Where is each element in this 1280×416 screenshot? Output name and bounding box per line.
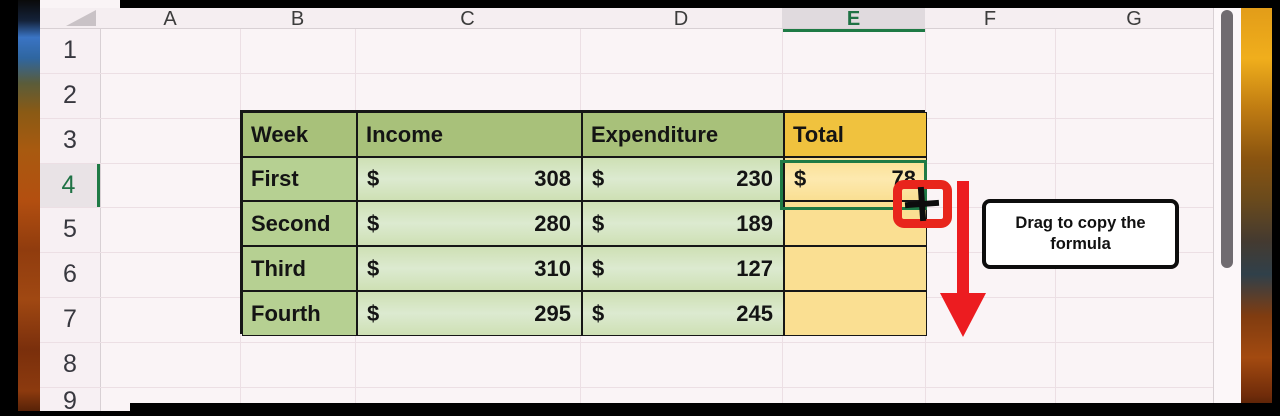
row-header-5[interactable]: 5 — [40, 207, 100, 252]
select-all-triangle-icon — [66, 10, 96, 26]
column-header-c[interactable]: C — [460, 8, 475, 28]
cell-header-total[interactable]: Total — [784, 112, 927, 157]
currency-symbol: $ — [367, 210, 380, 236]
cell-income-second[interactable]: $ 280 — [357, 201, 582, 246]
column-header-d[interactable]: D — [673, 8, 689, 28]
letterbox-bar-left — [0, 0, 18, 416]
letterbox-bar-top — [120, 0, 1280, 8]
cell-value: 245 — [736, 300, 773, 326]
cell-value: 295 — [534, 300, 571, 326]
data-table: Week Income Expenditure Total First $ 30… — [240, 110, 927, 336]
cell-week-third[interactable]: Third — [242, 246, 357, 291]
cell-header-income[interactable]: Income — [357, 112, 582, 157]
row-header-7[interactable]: 7 — [40, 297, 100, 342]
cell-income-fourth[interactable]: $ 295 — [357, 291, 582, 336]
cell-income-third[interactable]: $ 310 — [357, 246, 582, 291]
letterbox-bar-bottom-edge — [0, 411, 1280, 416]
currency-symbol: $ — [367, 166, 380, 191]
currency-symbol: $ — [592, 166, 605, 191]
currency-symbol: $ — [592, 210, 605, 236]
select-all-corner[interactable] — [40, 8, 100, 28]
currency-symbol: $ — [367, 255, 380, 281]
cell-value: 189 — [736, 210, 773, 236]
letterbox-bar-right — [1272, 0, 1280, 416]
row-header-2[interactable]: 2 — [40, 73, 100, 118]
cell-value: 310 — [534, 255, 571, 281]
cell-header-week[interactable]: Week — [242, 112, 357, 157]
column-header-g[interactable]: G — [1126, 8, 1142, 28]
row-header-6[interactable]: 6 — [40, 252, 100, 297]
currency-symbol: $ — [367, 300, 380, 326]
row-header-1[interactable]: 1 — [40, 28, 100, 73]
cell-value: 280 — [534, 210, 571, 236]
cell-income-first[interactable]: $ 308 — [357, 157, 582, 201]
column-header-b[interactable]: B — [290, 8, 305, 28]
cell-total-third[interactable] — [784, 246, 927, 291]
cell-expenditure-second[interactable]: $ 189 — [582, 201, 784, 246]
currency-symbol: $ — [794, 166, 807, 191]
drag-tooltip: Drag to copy the formula — [982, 199, 1179, 269]
fill-handle-highlight-box — [893, 180, 952, 228]
background-art-left — [18, 0, 40, 416]
cell-expenditure-third[interactable]: $ 127 — [582, 246, 784, 291]
row-header-4-selected[interactable]: 4 — [40, 163, 100, 207]
row-header-8[interactable]: 8 — [40, 342, 100, 387]
row-header-3[interactable]: 3 — [40, 118, 100, 163]
column-header-a[interactable]: A — [163, 8, 177, 28]
cell-week-second[interactable]: Second — [242, 201, 357, 246]
currency-symbol: $ — [592, 300, 605, 326]
vertical-scrollbar-thumb[interactable] — [1221, 10, 1233, 268]
currency-symbol: $ — [592, 255, 605, 281]
cell-header-expenditure[interactable]: Expenditure — [582, 112, 784, 157]
cell-week-fourth[interactable]: Fourth — [242, 291, 357, 336]
drag-down-arrow — [957, 181, 969, 295]
cell-expenditure-first[interactable]: $ 230 — [582, 157, 784, 201]
drag-tooltip-text: Drag to copy the formula — [1015, 214, 1146, 253]
cell-expenditure-fourth[interactable]: $ 245 — [582, 291, 784, 336]
drag-down-arrowhead-icon — [940, 293, 986, 337]
background-art-right — [1240, 0, 1272, 416]
cell-value: 308 — [534, 166, 571, 191]
cell-value: 230 — [736, 166, 773, 191]
column-header-row: A B C D E F G — [40, 8, 1213, 32]
cell-week-first[interactable]: First — [242, 157, 357, 201]
cell-total-fourth[interactable] — [784, 291, 927, 336]
column-header-f[interactable]: F — [983, 8, 997, 28]
cell-value: 127 — [736, 255, 773, 281]
